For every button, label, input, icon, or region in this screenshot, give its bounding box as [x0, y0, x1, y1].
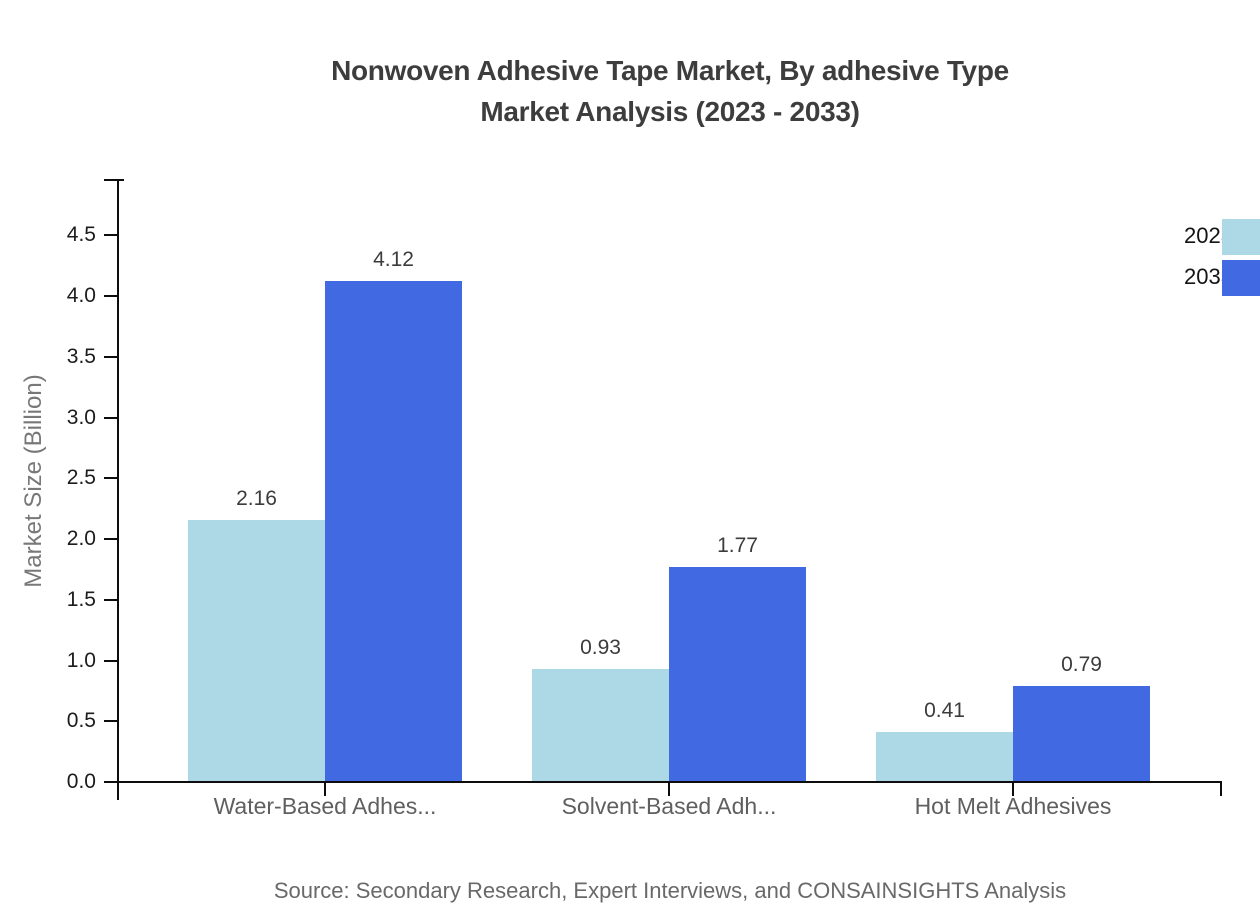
y-tick-mark [104, 598, 118, 601]
value-label-2033-cat1: 4.12 [373, 248, 414, 272]
chart-title: Nonwoven Adhesive Tape Market, By adhesi… [80, 50, 1260, 132]
y-tick-label: 0.5 [66, 709, 96, 733]
x-axis-line [104, 781, 1222, 783]
chart-title-line1: Nonwoven Adhesive Tape Market, By adhesi… [331, 55, 1009, 86]
y-tick-mark [104, 295, 118, 297]
legend-swatch-2033 [1222, 260, 1260, 296]
y-tick-label: 2.0 [66, 527, 96, 550]
y-tick-mark [104, 781, 118, 783]
x-tick-mark [668, 782, 670, 796]
y-tick-mark [104, 659, 118, 662]
y-tick-label: 1.0 [66, 648, 96, 672]
y-tick-mark [104, 416, 118, 419]
legend-swatch-2023 [1222, 219, 1260, 255]
value-label-2023-cat3: 0.41 [924, 699, 965, 723]
y-tick-mark [104, 234, 118, 237]
bar-2033-cat1 [325, 281, 462, 782]
legend-item-2023: 2023 [1100, 219, 1260, 255]
x-tick-mark [1012, 782, 1014, 796]
y-tick-label: 3.5 [66, 344, 96, 368]
chart-title-line2: Market Analysis (2023 - 2033) [480, 96, 860, 127]
y-tick-label: 4.0 [66, 284, 96, 307]
legend-item-2033: 2033 [1100, 260, 1260, 296]
x-axis-end-cap [1220, 782, 1222, 796]
category-label-cat3: Hot Melt Adhesives [914, 793, 1112, 819]
y-tick-label: 4.5 [66, 223, 96, 247]
value-label-2033-cat3: 0.79 [1061, 653, 1102, 676]
value-label-2023-cat1: 2.16 [236, 486, 277, 510]
y-tick-label: 2.5 [66, 466, 96, 490]
y-tick-mark [104, 355, 118, 358]
y-tick-mark [104, 538, 118, 540]
bar-2023-cat2 [532, 669, 669, 782]
y-tick-mark [104, 477, 118, 480]
y-axis-top-cap [104, 179, 124, 181]
y-tick-label: 3.0 [66, 405, 96, 429]
y-axis-line [117, 180, 119, 800]
value-label-2023-cat2: 0.93 [580, 636, 621, 659]
y-tick-label: 0.0 [66, 770, 96, 793]
x-tick-mark [324, 782, 326, 796]
bar-2023-cat3 [876, 732, 1013, 782]
category-label-cat2: Solvent-Based Adh... [561, 793, 777, 819]
y-tick-label: 1.5 [66, 587, 96, 611]
value-label-2033-cat2: 1.77 [717, 533, 758, 557]
bar-2023-cat1 [188, 519, 325, 782]
y-tick-mark [104, 720, 118, 723]
category-label-cat1: Water-Based Adhes... [213, 793, 437, 819]
bar-2033-cat3 [1013, 686, 1150, 782]
source-note: Source: Secondary Research, Expert Inter… [273, 878, 1067, 903]
bar-2033-cat2 [669, 566, 806, 782]
